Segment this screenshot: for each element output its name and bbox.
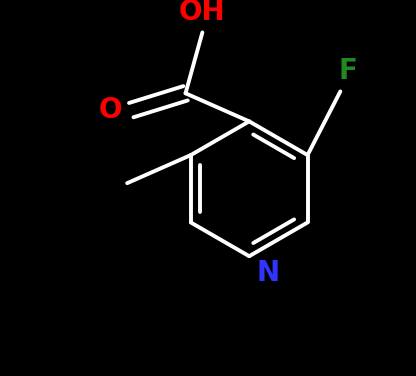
Text: O: O	[99, 96, 122, 124]
Text: F: F	[338, 57, 357, 85]
Text: N: N	[256, 259, 280, 287]
Text: OH: OH	[179, 0, 226, 26]
